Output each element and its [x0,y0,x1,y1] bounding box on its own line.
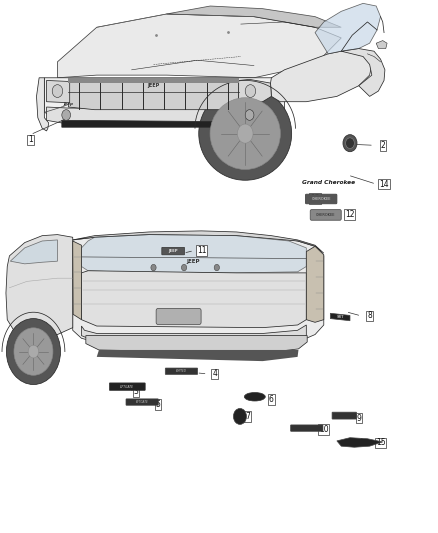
Polygon shape [306,246,324,322]
FancyBboxPatch shape [165,368,198,374]
Polygon shape [341,49,385,96]
Polygon shape [73,235,324,348]
Polygon shape [73,231,324,253]
Polygon shape [6,235,73,338]
Bar [68,78,239,83]
Ellipse shape [210,98,280,169]
Circle shape [14,328,53,375]
FancyBboxPatch shape [310,209,341,220]
Circle shape [245,85,256,98]
Polygon shape [73,241,81,320]
Polygon shape [81,235,306,273]
Polygon shape [86,336,307,353]
Polygon shape [271,49,372,102]
Text: LIFTGATE: LIFTGATE [136,400,148,404]
Text: JEEP: JEEP [147,83,159,88]
Polygon shape [376,41,387,49]
Text: 11: 11 [197,246,206,255]
FancyBboxPatch shape [290,425,323,431]
Circle shape [214,264,219,271]
Text: 4: 4 [212,369,217,378]
Text: 15: 15 [376,439,385,448]
Polygon shape [62,120,272,127]
Circle shape [7,319,60,384]
Text: 8: 8 [367,311,372,320]
Polygon shape [11,240,57,264]
Ellipse shape [244,392,265,401]
Text: 2: 2 [380,141,385,150]
Polygon shape [68,80,239,110]
Circle shape [151,264,156,271]
FancyBboxPatch shape [162,247,184,255]
Text: 10: 10 [319,425,328,434]
Text: 12: 12 [345,210,355,219]
Circle shape [62,110,71,120]
Circle shape [237,124,253,143]
Text: 9: 9 [356,414,361,423]
Polygon shape [315,3,381,54]
Polygon shape [330,313,350,321]
Text: 6: 6 [269,395,274,404]
Polygon shape [46,107,280,123]
Polygon shape [239,79,272,103]
FancyBboxPatch shape [126,399,158,405]
Text: SRT: SRT [337,315,344,319]
Ellipse shape [199,87,292,180]
Text: Jeep: Jeep [64,102,74,107]
Polygon shape [57,14,341,78]
Circle shape [28,345,39,358]
Polygon shape [81,271,306,328]
Circle shape [181,264,187,271]
Circle shape [52,85,63,98]
Text: CHEROKEE: CHEROKEE [316,213,335,217]
Text: JEEP: JEEP [168,249,178,253]
Polygon shape [97,350,298,361]
Polygon shape [44,78,285,120]
Text: LIMITED: LIMITED [176,369,187,373]
FancyBboxPatch shape [110,383,145,390]
Text: 7: 7 [245,412,250,421]
Text: JEEP: JEEP [186,259,200,264]
Circle shape [245,110,254,120]
Text: LIFTGATE: LIFTGATE [120,385,134,389]
Polygon shape [46,80,70,103]
Polygon shape [36,78,49,131]
Text: CHEROKEE: CHEROKEE [311,197,331,201]
FancyBboxPatch shape [332,412,357,419]
Text: 5: 5 [155,400,160,409]
Text: 3: 3 [134,387,138,396]
Polygon shape [337,438,383,447]
Circle shape [233,408,247,424]
Circle shape [346,138,354,149]
Text: 14: 14 [379,180,389,189]
FancyBboxPatch shape [156,309,201,325]
FancyBboxPatch shape [305,194,337,204]
Text: 1: 1 [28,135,33,144]
Text: 13: 13 [310,194,320,203]
Polygon shape [166,6,341,27]
Text: Grand Cherokee: Grand Cherokee [302,180,355,185]
Polygon shape [81,325,306,345]
Circle shape [343,135,357,152]
